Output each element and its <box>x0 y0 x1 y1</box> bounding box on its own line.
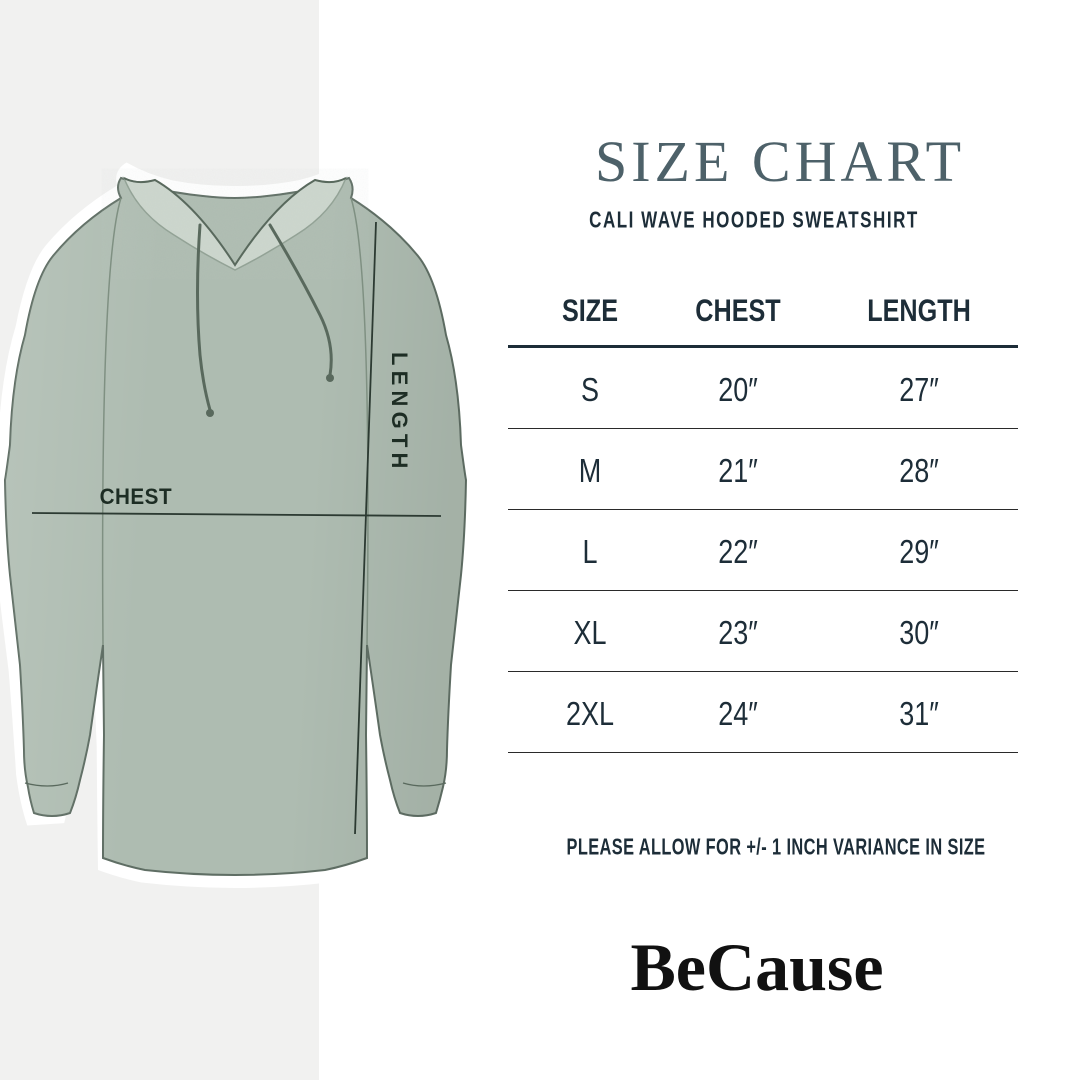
svg-text:CHEST: CHEST <box>100 484 172 509</box>
svg-text:LENGTH: LENGTH <box>387 352 412 474</box>
